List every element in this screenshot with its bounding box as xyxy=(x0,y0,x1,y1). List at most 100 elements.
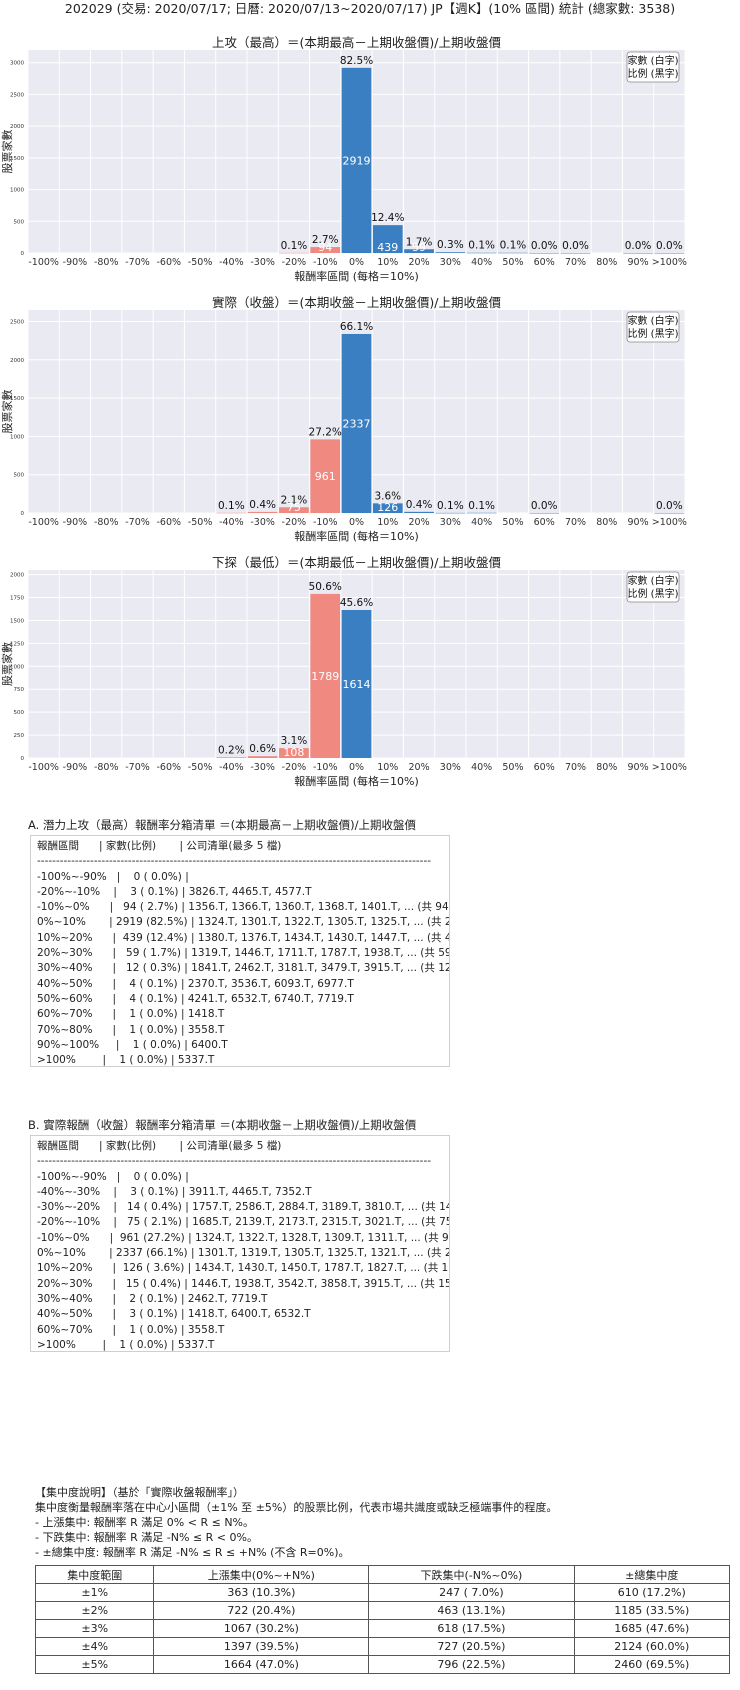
list-a-title: A. 潛力上攻（最高）報酬率分箱清單 ＝(本期最高－上期收盤價)/上期收盤價 xyxy=(28,818,416,832)
bar xyxy=(529,512,560,514)
list-line: ----------------------------------------… xyxy=(37,855,432,868)
bar xyxy=(279,748,309,758)
list-line: 0%~10% | 2919 (82.5%) | 1324.T, 1301.T, … xyxy=(37,916,450,929)
y-axis-label: 股票家數 xyxy=(0,130,14,174)
y-tick-label: 2000 xyxy=(10,358,24,364)
chart-close: 實際（收盤）＝(本期收盤－上期收盤價)/上期收盤價 0 500 1000 1500 200… xyxy=(0,295,687,543)
table-cell: 610 (17.2%) xyxy=(573,1583,730,1602)
list-line: -30%~-20% | 14 ( 0.4%) | 1757.T, 2586.T,… xyxy=(37,1201,450,1214)
concentration-note: - 下跌集中: 報酬率 R 滿足 -N% ≤ R < 0%。 xyxy=(35,1531,258,1544)
bar-count-label: 59 xyxy=(412,241,426,254)
list-line: -20%~-10% | 3 ( 0.1%) | 3826.T, 4465.T, … xyxy=(37,885,312,898)
list-line: 40%~50% | 3 ( 0.1%) | 1418.T, 6400.T, 65… xyxy=(37,1308,311,1321)
legend-box: 家數 (白字)比例 (黑字) xyxy=(626,311,680,343)
list-line: 50%~60% | 4 ( 0.1%) | 4241.T, 6532.T, 67… xyxy=(37,992,354,1005)
legend-line-count: 家數 (白字) xyxy=(628,314,679,327)
y-tick-label: 1750 xyxy=(10,596,24,602)
bar-count-label: 108 xyxy=(283,746,304,759)
bar xyxy=(560,252,591,254)
bar-percent-label: 0.1% xyxy=(468,500,495,512)
bar xyxy=(498,252,528,254)
table-cell: 1685 (47.6%) xyxy=(573,1619,730,1638)
x-tick-label: >100% xyxy=(652,762,687,773)
x-tick-label: 60% xyxy=(534,517,555,528)
x-tick-label: -10% xyxy=(313,257,338,268)
list-line: 報酬區間 | 家數(比例) | 公司清單(最多 5 檔) xyxy=(37,840,282,852)
bar-percent-label: 50.6% xyxy=(309,581,342,593)
x-tick-label: -20% xyxy=(282,257,307,268)
x-tick-label: -30% xyxy=(250,762,275,773)
x-tick-label: -90% xyxy=(63,517,88,528)
bar-count-label: 439 xyxy=(377,241,398,254)
bar-count-label: 126 xyxy=(377,501,398,514)
x-tick-label: -30% xyxy=(250,517,275,528)
table-cell: 1397 (39.5%) xyxy=(153,1637,370,1656)
list-line: -10%~0% | 961 (27.2%) | 1324.T, 1322.T, … xyxy=(37,1231,450,1244)
x-tick-label: >100% xyxy=(652,517,687,528)
x-tick-label: 70% xyxy=(565,517,586,528)
x-tick-label: -40% xyxy=(219,517,244,528)
bar xyxy=(310,593,341,758)
x-tick-label: -10% xyxy=(313,517,338,528)
list-line: 60%~70% | 1 ( 0.0%) | 1418.T xyxy=(37,1008,225,1021)
y-tick-label: 1000 xyxy=(10,188,24,194)
x-tick-label: -70% xyxy=(125,517,150,528)
table-row: ±4% 1397 (39.5%) 727 (20.5%) 2124 (60.0%) xyxy=(34,1637,730,1656)
table-cell: 463 (13.1%) xyxy=(368,1601,575,1620)
bar-count-label: 961 xyxy=(315,470,336,483)
y-tick-label: 1500 xyxy=(10,156,24,162)
bar-count-label: 2337 xyxy=(343,417,371,430)
bar-percent-label: 0.0% xyxy=(656,500,683,512)
list-line: 90%~100% | 1 ( 0.0%) | 6400.T xyxy=(37,1038,228,1051)
concentration-note: 【集中度說明】（基於「實際收盤報酬率」） xyxy=(35,1486,244,1499)
bar xyxy=(435,252,466,253)
x-tick-label: 0% xyxy=(349,257,364,268)
x-tick-label: -70% xyxy=(125,762,150,773)
list-line: 20%~30% | 15 ( 0.4%) | 1446.T, 1938.T, 3… xyxy=(37,1277,450,1290)
table-cell: ±2% xyxy=(34,1601,155,1620)
table-row: ±5% 1664 (47.0%) 796 (22.5%) 2460 (69.5%) xyxy=(34,1655,730,1674)
x-tick-label: -40% xyxy=(219,257,244,268)
bar-percent-label: 0.6% xyxy=(249,743,276,755)
list-line: -100%~-90% | 0 ( 0.0%) | xyxy=(37,870,189,883)
x-tick-label: 0% xyxy=(349,762,364,773)
table-cell: 722 (20.4%) xyxy=(153,1601,370,1620)
y-tick-label: 0 xyxy=(21,756,25,762)
x-tick-label: 70% xyxy=(565,257,586,268)
x-tick-label: 30% xyxy=(440,257,461,268)
y-tick-label: 3000 xyxy=(10,61,24,67)
bar-percent-label: 0.1% xyxy=(218,500,245,512)
x-tick-label: -50% xyxy=(188,517,213,528)
y-tick-label: 500 xyxy=(14,219,25,225)
x-tick-label: 20% xyxy=(409,517,430,528)
bar xyxy=(466,512,497,514)
x-axis-label: 報酬率區間 (每格＝10%) xyxy=(294,774,419,788)
x-tick-label: 20% xyxy=(409,257,430,268)
list-line: -20%~-10% | 75 ( 2.1%) | 1685.T, 2139.T,… xyxy=(37,1216,450,1229)
x-tick-label: -30% xyxy=(250,257,275,268)
y-tick-label: 2500 xyxy=(10,92,24,98)
list-line: 40%~50% | 4 ( 0.1%) | 2370.T, 3536.T, 60… xyxy=(37,977,354,990)
x-tick-label: -40% xyxy=(219,762,244,773)
x-tick-label: 90% xyxy=(628,517,649,528)
y-tick-label: 1250 xyxy=(10,641,24,647)
list-line: -10%~0% | 94 ( 2.7%) | 1356.T, 1366.T, 1… xyxy=(37,901,450,914)
table-cell: 2124 (60.0%) xyxy=(573,1637,730,1656)
legend-box: 家數 (白字)比例 (黑字) xyxy=(626,571,680,603)
table-header-cell: 上漲集中(0%~+N%) xyxy=(153,1565,370,1584)
bar xyxy=(216,512,247,514)
x-tick-label: 40% xyxy=(471,517,492,528)
x-tick-label: -20% xyxy=(282,517,307,528)
bar-percent-label: 0.0% xyxy=(656,240,683,252)
bar-percent-label: 0.0% xyxy=(562,240,589,252)
chart-title: 下探（最低）＝(本期最低－上期收盤價)/上期收盤價 xyxy=(212,555,501,570)
x-tick-label: 80% xyxy=(596,762,617,773)
table-header-cell: ±總集中度 xyxy=(573,1565,730,1584)
table-cell: ±5% xyxy=(34,1655,155,1674)
x-tick-label: 80% xyxy=(596,517,617,528)
x-tick-label: 50% xyxy=(502,257,523,268)
x-tick-label: 60% xyxy=(534,762,555,773)
legend-frame xyxy=(626,51,680,83)
bar-percent-label: 66.1% xyxy=(340,321,373,333)
bar-percent-label: 0.4% xyxy=(406,499,433,511)
